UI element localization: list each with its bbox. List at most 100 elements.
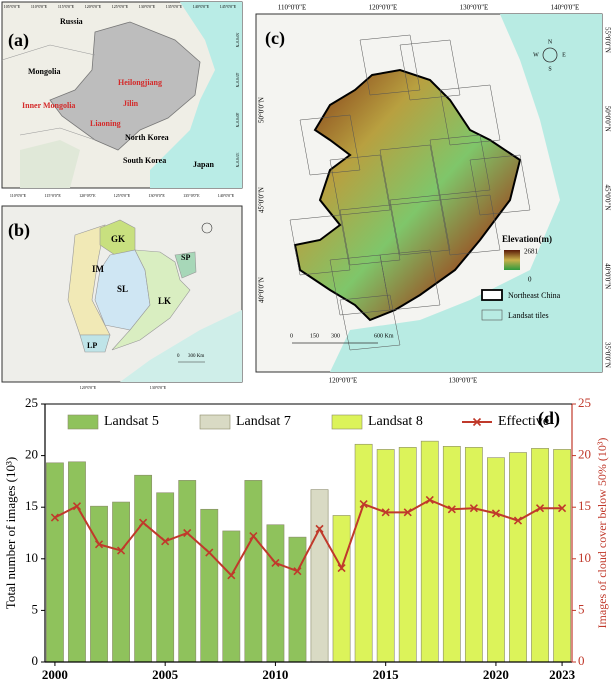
- marker: [72, 502, 82, 511]
- region-label: LP: [87, 341, 97, 350]
- coordinate-label: 140°0'0"E: [218, 193, 235, 198]
- coordinate-label: 115°0'0"E: [45, 193, 62, 198]
- x-tick-label: 2010: [262, 667, 288, 682]
- bar: [442, 446, 461, 663]
- coordinate-label: 35°0'0"N: [235, 153, 240, 168]
- compass: [201, 222, 213, 234]
- line: [54, 498, 563, 577]
- map-b: (b) GK IM SL LK SP LP 0 300 Km: [1, 205, 243, 383]
- province: Heilongjiang: [118, 78, 162, 87]
- bar: [420, 440, 439, 663]
- region-lp: [79, 334, 111, 353]
- coordinate-label: 110°0'0"E: [31, 4, 48, 9]
- place: South Korea: [123, 156, 166, 165]
- bar: [178, 480, 197, 663]
- scale-label: 600 Km: [374, 333, 394, 339]
- bar: [90, 505, 108, 663]
- coordinate-label: 45°0'0"N: [258, 187, 266, 213]
- marker: [447, 505, 456, 514]
- chart-d: 0 5 10 15 20 25 0 5 10 15 20 25 2000 2005 2010 2015 2020…: [3, 395, 609, 682]
- marker: [271, 558, 280, 567]
- marker: [359, 500, 368, 509]
- coordinate-label: 120°0'0"E: [80, 385, 97, 390]
- coordinate-label: 40°0'0"N: [258, 277, 266, 303]
- x-tick-label: 2020: [483, 667, 509, 682]
- sea: [120, 310, 242, 382]
- y-tick-label: 0: [32, 653, 39, 668]
- marker: [535, 504, 545, 513]
- legend-marker: [472, 417, 482, 427]
- marker: [227, 571, 236, 580]
- province: Inner Mongolia: [22, 101, 75, 110]
- coordinate-label: 130°0'0"E: [460, 4, 489, 12]
- legend-colorbar: [504, 250, 520, 270]
- bar: [487, 457, 505, 663]
- legend-label: 0: [528, 276, 532, 284]
- bar: [46, 462, 64, 663]
- coordinate-labels: 105°0'0"E 110°0'0"E 115°0'0"E 120°0'0"E 125°…: [4, 4, 612, 390]
- marker: [469, 504, 478, 513]
- bar: [244, 480, 263, 663]
- marker: [117, 546, 126, 555]
- plot-area: [45, 404, 572, 662]
- bar: [156, 492, 175, 663]
- y2-tick-label: 20: [578, 447, 591, 462]
- northeast-china: [49, 21, 201, 151]
- coordinate-label: 50°0'0"N: [258, 97, 266, 123]
- coordinate-label: 140°0'0"E: [193, 4, 210, 9]
- panel-label: (c): [265, 28, 285, 49]
- marker: [381, 508, 390, 517]
- place: Japan: [193, 160, 214, 169]
- marker: [337, 564, 346, 573]
- compass: N S E W: [533, 39, 566, 72]
- marker: [293, 567, 302, 576]
- compass-ring: [542, 47, 558, 63]
- scale-label: 0: [177, 354, 180, 359]
- marker: [403, 508, 412, 517]
- panel-label: (d): [538, 408, 560, 429]
- scale-label: 300 Km: [188, 354, 204, 359]
- landsat-tiles: [289, 34, 531, 351]
- bar: [68, 461, 86, 663]
- legend-label: Landsat 7: [236, 414, 291, 429]
- coordinate-label: 110°0'0"E: [10, 193, 27, 198]
- coordinate-label: 110°0'0"E: [278, 4, 306, 12]
- bar: [222, 530, 241, 663]
- y-tick-label: 15: [25, 498, 38, 513]
- marker: [161, 537, 170, 546]
- compass-letter: S: [548, 66, 551, 72]
- coordinate-label: 130°0'0"E: [150, 385, 167, 390]
- coordinate-label: 45°0'0"N: [603, 185, 611, 211]
- bar: [464, 447, 483, 663]
- coordinate-label: 105°0'0"E: [4, 4, 21, 9]
- northeast-china: [293, 68, 522, 322]
- bar: [553, 449, 571, 663]
- region-label: GK: [111, 234, 125, 244]
- coordinate-label: 50°0'0"N: [603, 106, 611, 132]
- y2-tick-label: 5: [578, 601, 585, 616]
- region-label: IM: [92, 264, 105, 274]
- region-sp: [174, 251, 197, 279]
- y2-tick-label: 25: [578, 395, 591, 410]
- coordinate-label: 135°0'0"E: [183, 193, 200, 198]
- x-tick-label: 2023: [549, 667, 576, 682]
- coordinate-label: 130°0'0"E: [148, 193, 165, 198]
- marker: [183, 528, 192, 538]
- sea: [330, 14, 602, 372]
- y-tick-label: 20: [25, 447, 38, 462]
- coordinate-label: 125°0'0"E: [114, 193, 131, 198]
- legend-title: Elevation(m): [502, 234, 552, 244]
- panel-label: (a): [8, 30, 29, 51]
- marker: [513, 516, 523, 525]
- bar: [354, 443, 373, 663]
- land: [20, 140, 80, 188]
- bar: [288, 536, 307, 663]
- bar: [112, 501, 130, 663]
- coordinate-label: 35°0'0"N: [603, 342, 611, 368]
- y-tick-label: 5: [32, 601, 39, 616]
- coordinate-label: 140°0'0"E: [551, 4, 580, 12]
- x-tick-label: 2015: [373, 667, 400, 682]
- marker: [205, 548, 214, 557]
- bar: [134, 474, 153, 663]
